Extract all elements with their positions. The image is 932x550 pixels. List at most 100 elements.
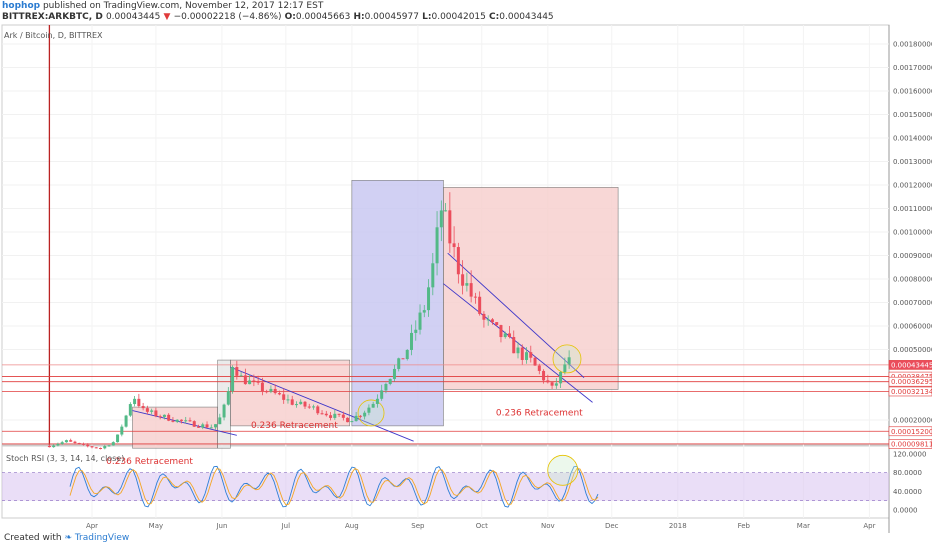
candle-body <box>405 349 409 360</box>
candle-body <box>52 445 56 448</box>
price-label: 0.00015200 <box>891 428 932 436</box>
candle-body <box>512 337 516 354</box>
candle-body <box>56 443 60 446</box>
y-tick-label: 0.00130000 <box>893 158 932 166</box>
candle-body <box>133 398 137 405</box>
candle-body <box>337 413 341 415</box>
price-chart[interactable]: 0.00180000 0.00170000 0.00160000 0.00150000… <box>0 24 932 534</box>
candle-body <box>401 358 405 360</box>
rsi-tick-label: 40.0000 <box>893 488 922 496</box>
candle-body <box>299 401 303 405</box>
y-tick-label: 0.00100000 <box>893 229 932 237</box>
y-tick-label: 0.00180000 <box>893 41 932 49</box>
rsi-tick-label: 0.0000 <box>893 507 918 515</box>
author-link[interactable]: hophop <box>2 1 41 11</box>
x-tick-label: Jun <box>215 522 227 530</box>
candle-body <box>371 403 375 408</box>
symbol-line: BITTREX:ARKBTC, D <box>2 12 103 22</box>
candle-body <box>465 283 469 286</box>
candle-body <box>469 283 473 297</box>
price-label: 0.00009811 <box>891 440 932 448</box>
stoch-k-line <box>69 465 599 508</box>
candle-body <box>197 426 200 428</box>
candle-body <box>69 440 73 442</box>
trendline <box>230 366 414 442</box>
candle-body <box>282 394 286 400</box>
close-label: C: <box>489 12 500 22</box>
y-tick-label: 0.00090000 <box>893 252 932 260</box>
candle-body <box>490 319 494 323</box>
x-tick-label: May <box>149 522 163 530</box>
candle-body <box>201 424 205 428</box>
price-label-box <box>888 376 932 387</box>
candle-body <box>294 404 298 406</box>
low-label: L: <box>422 12 432 22</box>
candle-body <box>333 413 337 418</box>
candle-body <box>231 367 235 392</box>
candle-body <box>358 415 362 417</box>
candle-body <box>533 357 537 366</box>
retracement-label: 0.236 Retracement <box>251 421 338 431</box>
candle-body <box>410 332 413 350</box>
x-tick-label: Dec <box>605 522 619 530</box>
candle-body <box>145 408 149 412</box>
highlight-circle <box>357 399 385 427</box>
price-label-box <box>888 386 932 397</box>
candle-body <box>346 417 350 423</box>
candle-body <box>162 414 166 417</box>
last-price: 0.00043445 <box>105 12 161 22</box>
candle-body <box>120 426 124 435</box>
open-label: O: <box>284 12 296 22</box>
y-tick-label: 0.00050000 <box>893 346 932 354</box>
published-line: hophop published on TradingView.com, Nov… <box>2 1 323 12</box>
candle-body <box>363 412 367 417</box>
rsi-band <box>2 472 889 501</box>
candle-body <box>260 382 264 392</box>
candle-body <box>375 398 379 404</box>
candle-body <box>107 445 111 447</box>
candle-body <box>73 441 77 443</box>
candle-body <box>414 329 418 333</box>
candle-body <box>329 415 333 418</box>
candle-body <box>137 398 141 407</box>
candle-body <box>209 427 213 429</box>
down-arrow-icon: ▼ <box>163 12 171 22</box>
candle-body <box>503 333 507 338</box>
candle-body <box>116 434 120 443</box>
candle-body <box>205 424 209 428</box>
y-tick-label: 0.00150000 <box>893 111 932 119</box>
projection-zone <box>230 359 351 427</box>
x-tick-label: Mar <box>797 522 810 530</box>
price-label-box <box>888 426 932 437</box>
ohlc-line: BITTREX:ARKBTC, D 0.00043445 ▼ −0.000022… <box>2 12 554 23</box>
candle-body <box>141 406 145 409</box>
x-tick-label: Aug <box>345 522 359 530</box>
footer-brand[interactable]: TradingView <box>74 533 130 543</box>
candle-body <box>542 370 546 381</box>
candle-body <box>124 415 128 427</box>
candle-body <box>184 420 188 422</box>
candle-body <box>64 440 68 443</box>
candle-body <box>60 442 64 444</box>
rsi-tick-label: 120.0000 <box>893 451 926 459</box>
candle-body <box>307 406 311 408</box>
candle-body <box>90 446 94 448</box>
price-label-box <box>888 360 932 370</box>
candle-body <box>384 383 388 391</box>
candle-body <box>239 375 243 377</box>
footer-prefix: Created with <box>4 533 62 543</box>
candle-body <box>94 447 98 449</box>
price-change: −0.00002218 (−4.86%) <box>173 12 282 22</box>
y-tick-label: 0.00140000 <box>893 135 932 143</box>
x-tick-label: Nov <box>541 522 555 530</box>
y-tick-label: 0.00080000 <box>893 276 932 284</box>
candle-body <box>397 358 401 369</box>
y-tick-label: 0.00160000 <box>893 88 932 96</box>
trendline <box>447 252 585 379</box>
y-tick-label: 0.00070000 <box>893 299 932 307</box>
candle-body <box>192 421 196 427</box>
candle-body <box>47 445 51 448</box>
candle-body <box>111 442 115 446</box>
candle-body <box>431 263 435 288</box>
candle-body <box>188 420 192 422</box>
